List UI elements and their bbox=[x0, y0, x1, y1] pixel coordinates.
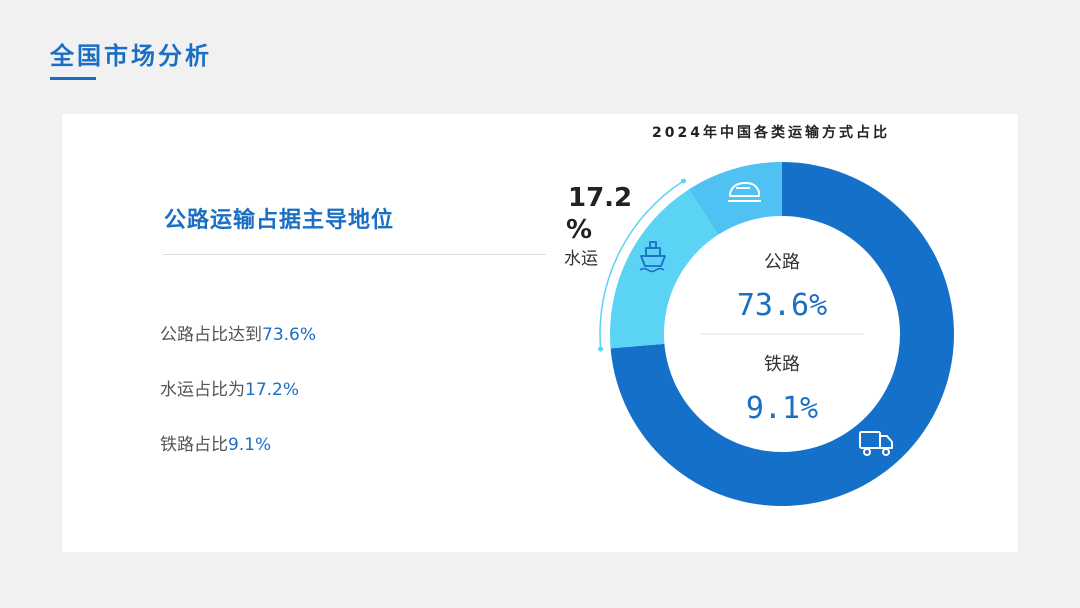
stat-water-value: 17.2% bbox=[245, 380, 300, 400]
donut-slice-公路 bbox=[610, 162, 954, 506]
callout-value: 17.2 bbox=[568, 183, 632, 213]
truck-icon bbox=[859, 431, 893, 456]
chart-title: 2024年中国各类运输方式占比 bbox=[652, 125, 890, 141]
donut-slices bbox=[610, 162, 954, 506]
headline: 公路运输占据主导地位 bbox=[164, 208, 395, 233]
callout-arc bbox=[599, 180, 684, 350]
stat-rail: 铁路占比9.1% bbox=[160, 430, 271, 455]
callout-unit: % bbox=[566, 215, 592, 245]
stat-road-value: 73.6% bbox=[262, 325, 317, 345]
center-value-rail: 9.1% bbox=[746, 391, 818, 426]
stat-water-text: 水运占比为 bbox=[160, 380, 245, 400]
callout-dot-bottom bbox=[598, 346, 604, 352]
ship-icon bbox=[639, 241, 666, 273]
divider bbox=[163, 254, 546, 255]
callout-name: 水运 bbox=[564, 249, 598, 269]
page-title: 全国市场分析 bbox=[50, 42, 212, 70]
donut-slice-水运 bbox=[610, 189, 719, 349]
callout-dot-top bbox=[680, 178, 686, 184]
stat-rail-value: 9.1% bbox=[228, 435, 272, 455]
train-icon bbox=[728, 182, 761, 202]
donut-slice-铁路 bbox=[688, 162, 782, 235]
stat-road: 公路占比达到73.6% bbox=[160, 320, 316, 345]
center-label-road: 公路 bbox=[764, 252, 800, 273]
stat-water: 水运占比为17.2% bbox=[160, 375, 299, 400]
center-value-road: 73.6% bbox=[737, 288, 827, 323]
stat-road-text: 公路占比达到 bbox=[160, 325, 262, 345]
title-underline bbox=[50, 77, 96, 80]
stat-rail-text: 铁路占比 bbox=[160, 435, 228, 455]
center-label-rail: 铁路 bbox=[764, 354, 800, 375]
